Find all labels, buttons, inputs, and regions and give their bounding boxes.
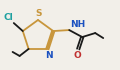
Text: NH: NH xyxy=(70,20,85,29)
Text: Cl: Cl xyxy=(3,13,13,22)
Text: S: S xyxy=(36,9,42,18)
Text: O: O xyxy=(73,51,81,60)
Text: N: N xyxy=(45,51,53,60)
